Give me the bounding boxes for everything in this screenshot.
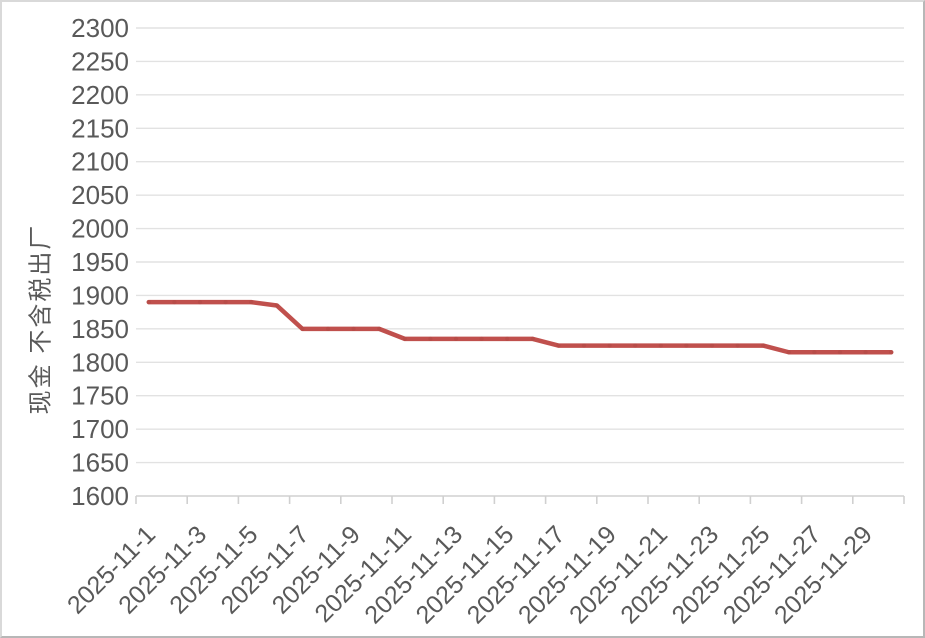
data-point-marker [837,350,843,355]
y-tick-label: 2100 [71,147,129,177]
data-point-marker [735,343,740,348]
y-tick-label: 1800 [71,347,129,377]
data-point-marker [581,343,587,348]
data-point-marker [479,336,484,341]
data-point-marker [249,300,254,305]
data-point-marker [197,300,203,305]
data-point-marker [428,336,433,341]
data-point-marker [325,326,331,331]
data-point-marker [402,336,407,341]
data-point-marker [146,300,151,305]
y-tick-label: 1650 [71,448,129,478]
y-tick-label: 2000 [71,214,129,244]
data-point-marker [505,336,510,341]
data-point-marker [709,343,715,348]
data-point-marker [607,343,612,348]
y-tick-label: 2050 [71,180,129,210]
series-line [146,299,894,355]
data-point-marker [761,343,766,348]
data-point-marker [633,343,638,348]
data-point-marker [300,326,305,331]
data-point-marker [172,300,177,305]
data-point-marker [786,350,791,355]
data-point-marker [684,343,689,348]
data-point-marker [812,350,817,355]
y-tick-label: 1850 [71,314,129,344]
data-point-marker [223,300,228,305]
data-point-marker [377,326,382,331]
y-tick-label: 1950 [71,247,129,277]
data-point-marker [889,350,894,355]
y-tick-label: 1750 [71,381,129,411]
y-tick-label: 2300 [71,13,129,43]
y-tick-label: 1600 [71,481,129,511]
y-tick-label: 2150 [71,113,129,143]
data-point-marker [658,343,663,348]
y-axis-title: 现金 不含税出厂 [27,223,55,415]
data-point-marker [351,326,356,331]
data-point-marker [556,343,561,348]
data-point-marker [530,336,535,341]
y-tick-label: 2200 [71,80,129,110]
data-point-marker [863,350,868,355]
y-tick-label: 1700 [71,414,129,444]
y-tick-label: 2250 [71,46,129,76]
y-tick-label: 1900 [71,280,129,310]
data-point-marker [274,303,279,308]
data-point-marker [453,336,459,341]
